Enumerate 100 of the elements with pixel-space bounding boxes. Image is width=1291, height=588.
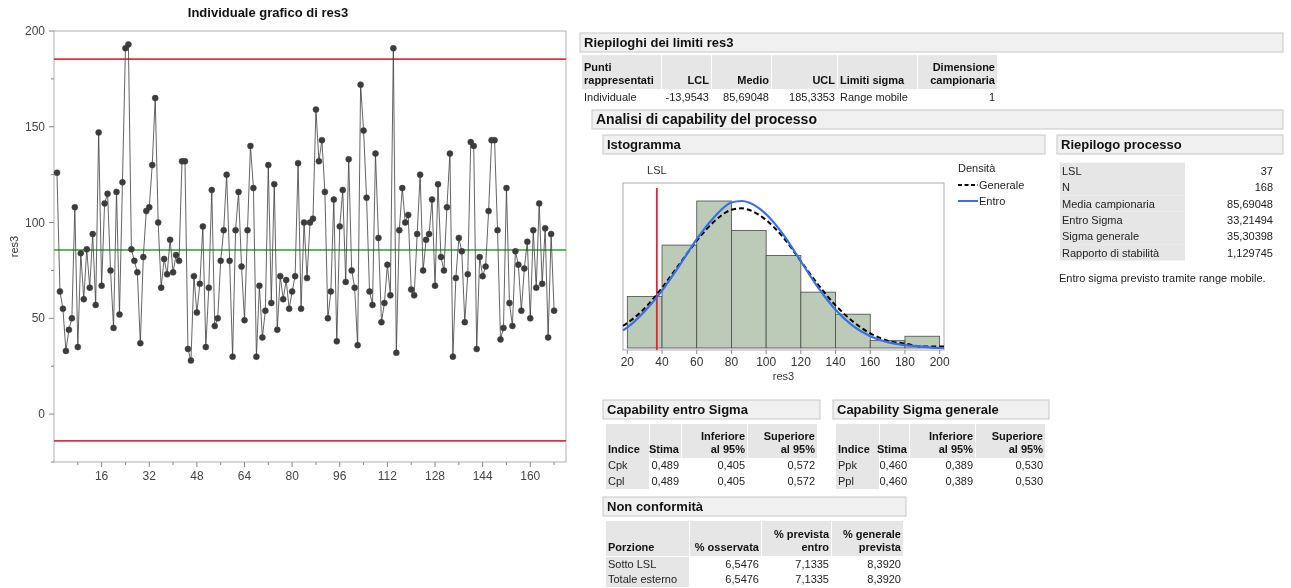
category-label: Porzione	[608, 541, 655, 553]
text: 0,489	[651, 475, 679, 487]
category-label: Indice	[608, 443, 640, 455]
text: 0,389	[945, 459, 973, 471]
text: Analisi di capability del processo	[596, 111, 817, 127]
text: 1	[988, 91, 995, 103]
text: 85,69048	[1227, 197, 1273, 210]
text: Range mobile	[840, 91, 908, 103]
ref-line-label: LSL	[647, 164, 667, 176]
text: 0,530	[1015, 475, 1043, 487]
chart-title: Istogramma	[607, 137, 682, 152]
category-label: Dimensione campionaria	[930, 61, 996, 86]
text: 185,3353	[789, 91, 835, 103]
category-label: Media campionaria	[1062, 197, 1155, 210]
category-label: % prevista entro	[773, 528, 830, 553]
legend-label: Entro	[979, 195, 1006, 207]
y-tick-label: 50	[31, 311, 46, 326]
text: 0,389	[945, 475, 973, 487]
y-tick-label: 100	[24, 215, 46, 230]
text: 0,572	[787, 475, 815, 487]
x-tick-label: 112	[377, 469, 398, 483]
category-label: Superiore al 95%	[763, 430, 816, 455]
text: 85,69048	[723, 91, 769, 103]
category-label: Rapporto di stabilità	[1062, 246, 1160, 259]
text: 1,129745	[1227, 246, 1273, 259]
text: 0,489	[651, 459, 679, 471]
x-tick-label: 16	[94, 469, 109, 483]
x-tick-label: 40	[655, 355, 670, 369]
text: Capability Sigma generale	[837, 402, 999, 417]
category-label: Stima	[877, 443, 908, 455]
category-label: Ppl	[838, 475, 854, 487]
text: 0,460	[879, 475, 907, 487]
text: 7,1335	[795, 573, 829, 585]
text: 0,405	[717, 459, 745, 471]
x-tick-label: 60	[690, 355, 704, 369]
x-tick-label: 120	[790, 355, 812, 369]
category-label: Entro Sigma	[1062, 213, 1123, 226]
category-label: Sigma generale	[1062, 230, 1140, 243]
text: 6,5476	[725, 558, 759, 570]
x-tick-label: 48	[190, 469, 204, 483]
text: 7,1335	[795, 558, 829, 570]
x-tick-label: 20	[620, 355, 635, 369]
x-tick-label: 80	[285, 469, 300, 483]
category-label: % osservata	[694, 541, 760, 553]
x-tick-label: 96	[333, 469, 347, 483]
category-label: Cpl	[608, 475, 625, 487]
category-label: LCL	[687, 74, 710, 86]
category-label: LSL	[1062, 165, 1082, 177]
x-axis-title: res3	[772, 370, 795, 382]
category-label: Totale esterno	[608, 573, 678, 585]
category-label: Sotto LSL	[608, 558, 657, 570]
text: 0,460	[879, 459, 907, 471]
legend-title: Densità	[958, 162, 997, 174]
category-label: % generale prevista	[842, 528, 902, 553]
category-label: Indice	[838, 443, 870, 455]
text: 33,21494	[1227, 213, 1273, 226]
category-label: Medio	[737, 74, 770, 86]
x-tick-label: 128	[425, 469, 446, 483]
x-tick-label: 160	[520, 469, 541, 483]
y-axis-title: res3	[8, 235, 20, 258]
text: Capability entro Sigma	[607, 402, 749, 417]
category-label: N	[1062, 181, 1070, 194]
text: 168	[1254, 181, 1273, 194]
text: 0,530	[1015, 459, 1043, 471]
x-tick-label: 32	[142, 469, 157, 483]
category-label: UCL	[812, 74, 836, 86]
x-tick-label: 140	[825, 355, 846, 369]
x-tick-label: 160	[860, 355, 881, 369]
text: 6,5476	[725, 573, 759, 585]
text: Riepiloghi dei limiti res3	[584, 35, 734, 50]
category-label: Inferiore al 95%	[928, 430, 974, 455]
text: Riepilogo processo	[1061, 137, 1182, 152]
x-tick-label: 180	[894, 355, 916, 369]
text: 35,30398	[1227, 230, 1273, 243]
y-tick-label: 150	[24, 119, 46, 134]
category-label: Stima	[649, 443, 680, 455]
text: Non conformità	[607, 499, 704, 514]
category-label: Cpk	[608, 459, 628, 471]
text: 37	[1260, 165, 1273, 177]
x-tick-label: 144	[472, 469, 493, 483]
category-label: Inferiore al 95%	[700, 430, 746, 455]
text: -13,9543	[665, 91, 709, 103]
legend-label: Generale	[979, 179, 1025, 191]
category-label: Superiore al 95%	[991, 430, 1044, 455]
category-label: Limiti sigma	[840, 74, 906, 86]
x-tick-label: 100	[756, 355, 777, 369]
category-label: Punti rappresentati	[584, 61, 654, 86]
x-tick-label: 200	[929, 355, 950, 369]
y-tick-label: 0	[38, 407, 46, 422]
text: Entro sigma previsto tramite range mobile.	[1059, 272, 1266, 284]
y-tick-label: 200	[24, 24, 46, 38]
x-tick-label: 64	[237, 469, 252, 483]
x-tick-label: 80	[724, 355, 739, 369]
text: 8,3920	[867, 558, 901, 570]
chart-title: Individuale grafico di res3	[187, 5, 349, 20]
text: 0,572	[787, 459, 815, 471]
category-label: Individuale	[584, 91, 637, 103]
text: 0,405	[717, 475, 745, 487]
text: 8,3920	[867, 573, 901, 585]
category-label: Ppk	[838, 459, 857, 471]
